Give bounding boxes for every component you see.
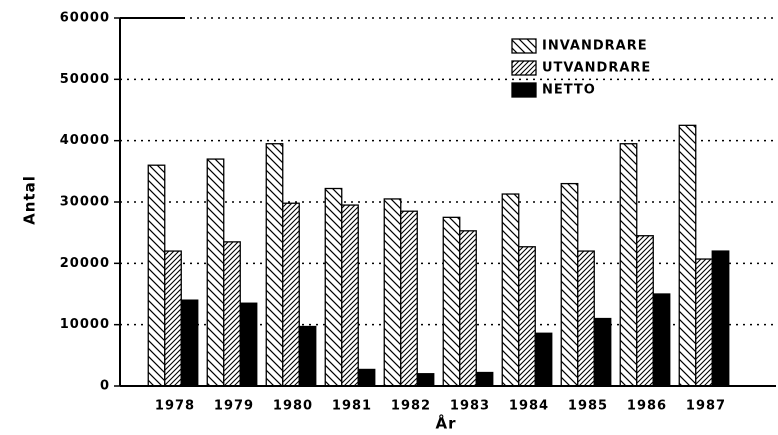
bar [636,235,654,387]
bar [357,368,376,387]
bar [180,299,199,387]
bar [239,302,258,387]
bar [678,124,697,387]
x-axis-label: År [435,414,456,433]
bar [501,193,520,387]
y-tick-label: 0 [100,379,110,394]
bar [652,293,671,387]
legend-swatch [511,38,537,54]
bar [593,317,612,387]
x-tick-label: 1982 [391,399,431,414]
bar [400,210,418,387]
legend-label: INVANDRARE [542,39,648,54]
legend-label: NETTO [542,83,596,98]
bar [298,325,317,387]
x-tick-label: 1981 [332,399,372,414]
legend-swatch [511,60,537,76]
y-tick-label: 50000 [60,72,110,87]
x-tick-label: 1987 [686,399,726,414]
x-tick-label: 1984 [509,399,549,414]
x-tick-label: 1980 [273,399,313,414]
bar [223,241,241,387]
bar [695,258,713,387]
bar [534,332,553,387]
bar [282,202,300,387]
bar [518,246,536,387]
y-tick-label: 30000 [60,195,110,210]
bar [560,182,579,387]
bar [442,216,461,387]
bar [147,164,166,387]
x-tick-label: 1983 [450,399,490,414]
y-tick-label: 10000 [60,317,110,332]
bar [265,143,284,387]
bar [164,250,182,387]
y-tick-label: 20000 [60,256,110,271]
bar [459,230,477,387]
legend-label: UTVANDRARE [542,61,651,76]
bar [619,143,638,387]
bar [711,250,730,387]
y-axis-label: Antal [21,175,39,225]
bar [577,250,595,387]
legend-swatch [511,82,537,98]
bar [341,204,359,387]
bar [324,187,343,387]
x-tick-label: 1979 [214,399,254,414]
y-tick-label: 60000 [60,11,110,26]
y-tick-label: 40000 [60,133,110,148]
bar [383,198,402,387]
x-tick-label: 1985 [568,399,608,414]
bar [206,158,225,387]
x-tick-label: 1986 [627,399,667,414]
x-tick-label: 1978 [155,399,195,414]
bar [475,371,494,387]
bar [416,373,435,387]
